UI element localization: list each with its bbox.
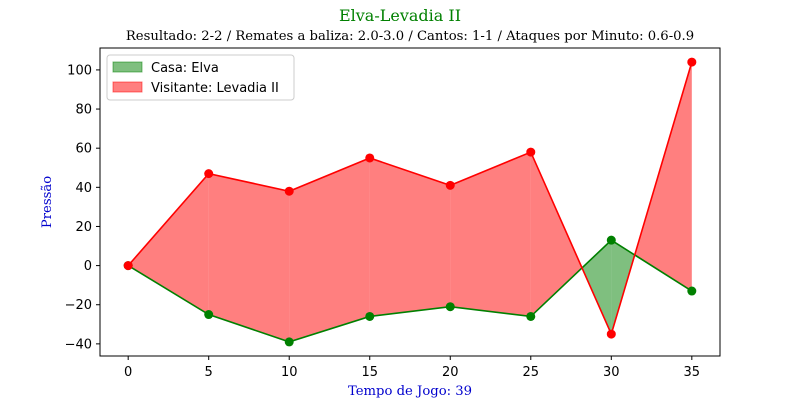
fill-away-advantage: [128, 173, 209, 315]
fill-away-advantage: [450, 152, 531, 317]
legend-label-home: Casa: Elva: [151, 61, 219, 76]
legend-swatch-home: [112, 61, 143, 73]
point-away: [123, 261, 133, 271]
y-tick-label: 80: [75, 103, 92, 118]
point-away: [526, 147, 536, 157]
legend-label-away: Visitante: Levadia II: [151, 81, 279, 96]
fill-away-advantage: [530, 152, 583, 317]
y-tick-label: 0: [84, 259, 92, 274]
point-away: [204, 169, 214, 179]
plot-frame: [99, 47, 721, 357]
legend-swatch-away: [112, 81, 143, 93]
point-home: [365, 311, 375, 321]
chart-subtitle: Resultado: 2-2 / Remates a baliza: 2.0-3…: [126, 29, 694, 44]
y-axis: −40 −20 0 20 40 60 80 100: [65, 63, 100, 352]
y-tick-label: −40: [65, 337, 92, 352]
y-tick-label: 100: [67, 63, 92, 78]
chart-title: Elva-Levadia II: [339, 6, 461, 25]
x-tick-label: 35: [684, 365, 701, 380]
y-tick-label: −20: [65, 298, 92, 313]
y-tick-label: 40: [75, 181, 92, 196]
plot-area: [123, 57, 697, 347]
point-away: [284, 186, 294, 196]
x-axis-label: Tempo de Jogo: 39: [348, 384, 472, 399]
fill-away-advantage: [634, 62, 692, 292]
x-tick-label: 15: [361, 365, 378, 380]
x-tick-label: 20: [442, 365, 459, 380]
x-tick-label: 0: [124, 365, 132, 380]
fill-away-advantage: [289, 157, 370, 342]
y-tick-label: 60: [75, 142, 92, 157]
legend: Casa: Elva Visitante: Levadia II: [106, 54, 295, 101]
point-home: [526, 311, 536, 321]
point-away: [606, 329, 616, 339]
line-away: [127, 61, 693, 337]
point-home: [284, 337, 294, 347]
point-home: [445, 302, 455, 312]
point-away: [365, 153, 375, 163]
x-axis: 0 5 10 15 20 25 30 35: [124, 356, 700, 380]
legend-box: [106, 54, 295, 101]
point-away: [445, 180, 455, 190]
point-home: [204, 310, 214, 320]
fill-home-advantage: [582, 240, 612, 335]
x-tick-label: 25: [523, 365, 540, 380]
point-away: [687, 57, 697, 67]
fill-away-advantage: [369, 157, 451, 317]
y-axis-label: Pressão: [40, 176, 55, 228]
point-home: [606, 235, 616, 245]
fill-away-advantage: [208, 173, 290, 342]
x-tick-label: 10: [281, 365, 298, 380]
line-home: [127, 239, 693, 343]
point-home: [687, 286, 697, 296]
fill-home-advantage: [611, 240, 635, 335]
x-tick-label: 30: [603, 365, 620, 380]
y-tick-label: 20: [75, 220, 92, 235]
x-tick-label: 5: [205, 365, 213, 380]
